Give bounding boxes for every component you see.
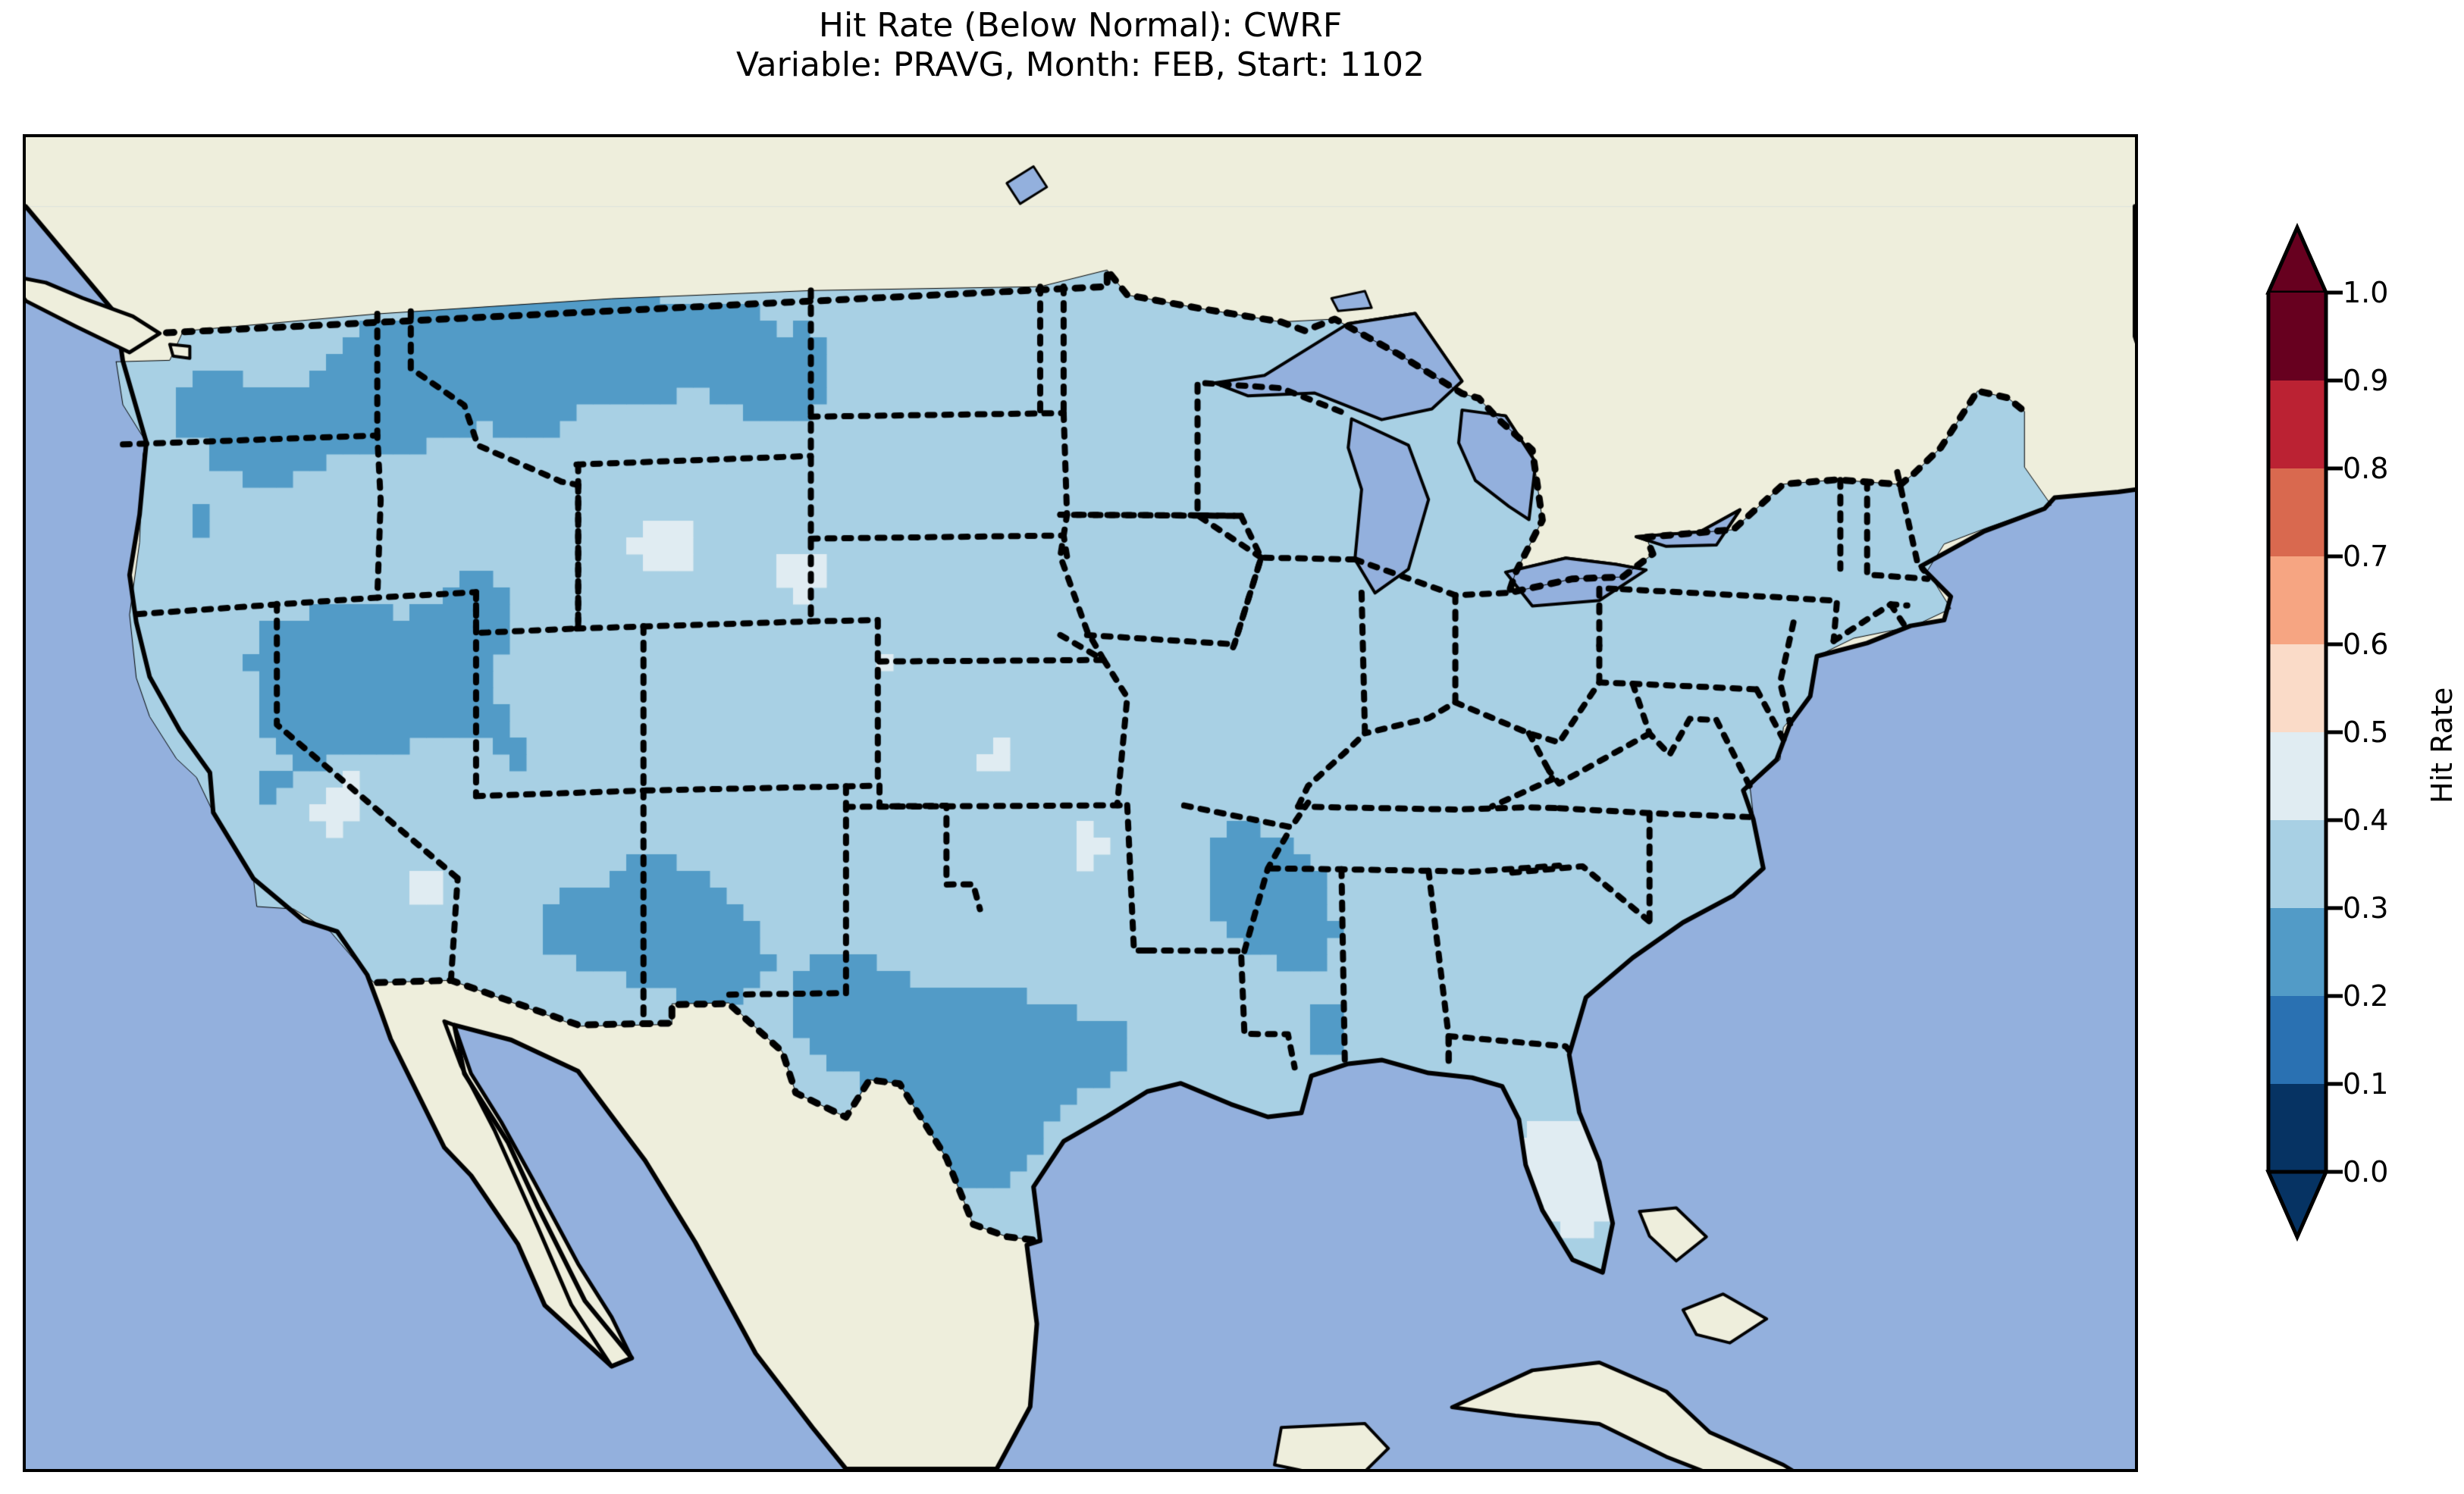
colorbar-bin	[2268, 556, 2326, 645]
colorbar-tick-label: 0.4	[2343, 803, 2389, 837]
colorbar-bin	[2268, 1084, 2326, 1173]
colorbar-tick-label: 0.3	[2343, 891, 2389, 925]
colorbar-tick-label: 0.6	[2343, 628, 2389, 661]
colorbar-extend-arrow-bottom	[2265, 1170, 2329, 1242]
colorbar-bin	[2268, 293, 2326, 381]
colorbar-bin	[2268, 996, 2326, 1085]
colorbar-swatches	[2265, 222, 2343, 1242]
map-data-layer	[26, 137, 2135, 1469]
colorbar-bin	[2268, 908, 2326, 997]
colorbar-tick-label: 0.0	[2343, 1155, 2389, 1189]
figure-title: Hit Rate (Below Normal): CWRF Variable: …	[0, 6, 2161, 85]
colorbar-tick-label: 0.8	[2343, 452, 2389, 485]
colorbar-tick-label: 0.2	[2343, 979, 2389, 1013]
colorbar-bin	[2268, 381, 2326, 469]
colorbar-tick-label: 0.7	[2343, 540, 2389, 573]
colorbar-tick-label: 0.1	[2343, 1067, 2389, 1101]
colorbar-tick-label: 1.0	[2343, 276, 2389, 309]
colorbar-tick-label: 0.9	[2343, 364, 2389, 397]
colorbar-bin	[2268, 820, 2326, 909]
colorbar-axis-label: Hit Rate	[2425, 687, 2459, 803]
colorbar-bin	[2268, 644, 2326, 733]
colorbar-bin	[2268, 468, 2326, 557]
figure-title-line-2: Variable: PRAVG, Month: FEB, Start: 1102	[736, 45, 1425, 84]
colorbar-tick-label: 0.5	[2343, 716, 2389, 749]
map-axes	[23, 134, 2138, 1472]
colorbar-extend-arrow-top	[2265, 222, 2329, 295]
colorbar-bin	[2268, 732, 2326, 821]
figure-title-line-1: Hit Rate (Below Normal): CWRF	[818, 6, 1343, 45]
colorbar: 1.0 0.9 0.8 0.7 0.6 0.5 0.4 0.3 0.2 0.1 0.0 Hit Ra…	[2264, 222, 2464, 1410]
